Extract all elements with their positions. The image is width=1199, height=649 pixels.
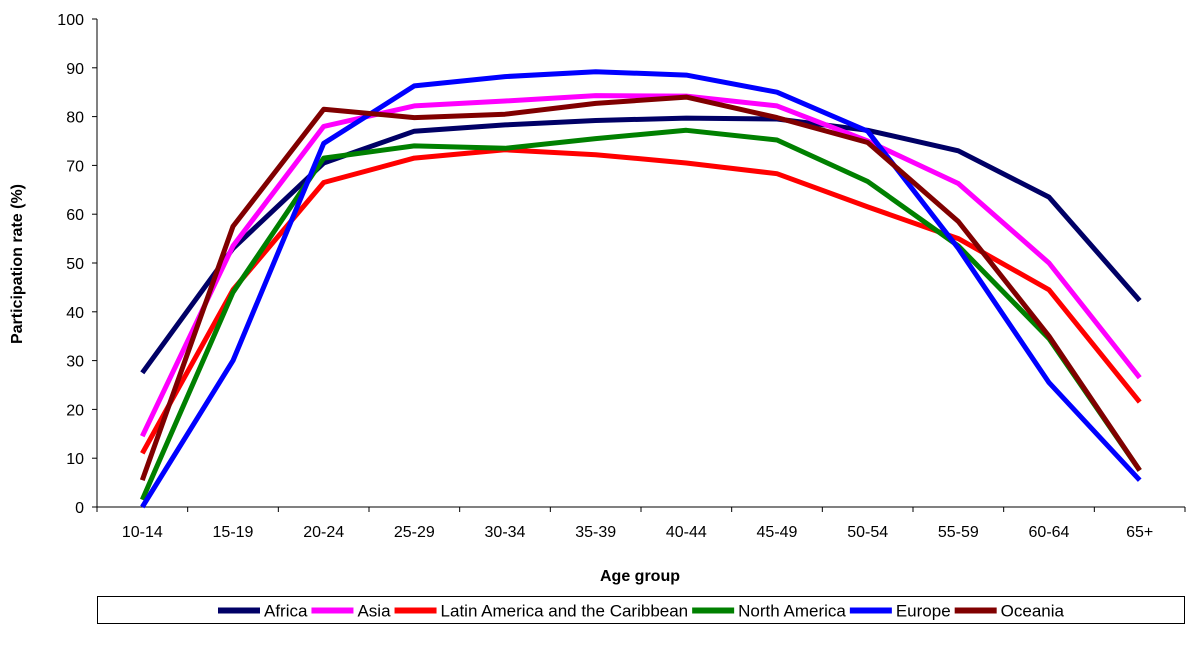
- legend-label-oceania: Oceania: [1001, 602, 1065, 621]
- y-tick-label: 0: [75, 500, 84, 517]
- x-tick-label: 50-54: [847, 524, 888, 541]
- series-line-asia: [140, 93, 1142, 438]
- legend-label-asia: Asia: [357, 602, 391, 621]
- legend-label-africa: Africa: [264, 602, 308, 621]
- legend-label-europe: Europe: [896, 602, 951, 621]
- y-tick-label: 30: [66, 354, 84, 371]
- y-tick-label: 10: [66, 451, 84, 468]
- series-line-europe: [140, 69, 1142, 509]
- x-tick-label: 55-59: [938, 524, 979, 541]
- chart-axes: [96, 19, 1185, 508]
- y-tick-label: 90: [66, 61, 84, 78]
- y-tick-label: 80: [66, 110, 84, 127]
- x-tick-label: 20-24: [303, 524, 344, 541]
- y-axis-ticks: 0 10 20 30 40 50 60 70 80 90 100: [57, 12, 97, 517]
- x-axis-title: Age group: [600, 568, 680, 585]
- x-tick-label: 65+: [1126, 524, 1153, 541]
- x-tick-label: 45-49: [757, 524, 798, 541]
- x-tick-label: 10-14: [122, 524, 163, 541]
- x-axis-ticks: 10-14 15-19 20-24 25-29 30-34 35-39 40-44 45-49…: [96, 507, 1186, 541]
- y-tick-label: 40: [66, 305, 84, 322]
- x-tick-label: 35-39: [575, 524, 616, 541]
- series-line-africa: [140, 115, 1142, 375]
- x-tick-label: 30-34: [485, 524, 526, 541]
- series-line-latin-america-and-the-caribbean: [140, 147, 1142, 455]
- x-tick-label: 15-19: [213, 524, 254, 541]
- legend-box: [97, 596, 1185, 624]
- y-tick-label: 70: [66, 158, 84, 175]
- x-tick-label: 25-29: [394, 524, 435, 541]
- y-tick-label: 60: [66, 207, 84, 224]
- x-tick-label: 60-64: [1029, 524, 1070, 541]
- series-line-oceania: [139, 94, 1142, 482]
- legend-label-latin-america-and-the-caribbean: Latin America and the Caribbean: [441, 602, 689, 621]
- legend: Africa Asia Latin America and the Caribbea…: [97, 596, 1185, 624]
- y-tick-label: 20: [66, 402, 84, 419]
- y-tick-label: 50: [66, 256, 84, 273]
- legend-label-north-america: North America: [738, 602, 846, 621]
- y-tick-label: 100: [57, 12, 84, 29]
- x-tick-label: 40-44: [666, 524, 707, 541]
- series-line-north-america: [140, 127, 1142, 501]
- y-axis-title: Participation rate (%): [9, 184, 26, 344]
- series-lines: [139, 69, 1142, 509]
